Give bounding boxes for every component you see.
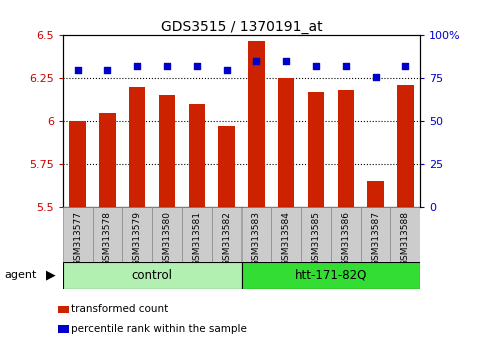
Bar [212, 207, 242, 262]
Text: GSM313586: GSM313586 [341, 211, 350, 267]
Bar [301, 207, 331, 262]
Bar [152, 207, 182, 262]
Point [104, 67, 112, 73]
Bar [182, 207, 212, 262]
Bar [159, 96, 175, 207]
Text: agent: agent [5, 270, 37, 280]
Point [193, 63, 201, 69]
Text: ▶: ▶ [46, 269, 56, 282]
Text: GSM313588: GSM313588 [401, 211, 410, 267]
Bar [278, 78, 294, 207]
Bar [331, 207, 361, 262]
Text: GSM313579: GSM313579 [133, 211, 142, 267]
Point [253, 58, 260, 64]
Bar [63, 207, 93, 262]
Point [223, 67, 230, 73]
Point [74, 67, 82, 73]
Text: control: control [132, 269, 172, 282]
Text: GSM313582: GSM313582 [222, 211, 231, 266]
Text: htt-171-82Q: htt-171-82Q [295, 269, 367, 282]
Bar [70, 121, 86, 207]
Bar [242, 207, 271, 262]
Bar [58, 306, 69, 313]
Bar [122, 207, 152, 262]
Bar [218, 126, 235, 207]
Point [133, 63, 141, 69]
Bar [308, 92, 324, 207]
Text: percentile rank within the sample: percentile rank within the sample [71, 324, 247, 334]
Bar [93, 207, 122, 262]
Text: GSM313578: GSM313578 [103, 211, 112, 267]
Point [372, 74, 380, 79]
Point [342, 63, 350, 69]
Point [401, 63, 409, 69]
Bar [368, 181, 384, 207]
Point [312, 63, 320, 69]
Bar [99, 113, 115, 207]
Bar [58, 325, 69, 333]
Bar [189, 104, 205, 207]
Bar [129, 87, 145, 207]
Bar [248, 41, 265, 207]
Title: GDS3515 / 1370191_at: GDS3515 / 1370191_at [161, 21, 322, 34]
Point [163, 63, 171, 69]
Bar [390, 207, 420, 262]
Bar [361, 207, 390, 262]
Bar [271, 207, 301, 262]
Bar [397, 85, 413, 207]
Bar [242, 262, 420, 289]
Text: GSM313580: GSM313580 [163, 211, 171, 267]
Text: GSM313577: GSM313577 [73, 211, 82, 267]
Text: transformed count: transformed count [71, 304, 169, 314]
Bar [63, 262, 242, 289]
Text: GSM313581: GSM313581 [192, 211, 201, 267]
Point [282, 58, 290, 64]
Text: GSM313583: GSM313583 [252, 211, 261, 267]
Bar [338, 90, 354, 207]
Text: GSM313584: GSM313584 [282, 211, 291, 266]
Text: GSM313585: GSM313585 [312, 211, 320, 267]
Text: GSM313587: GSM313587 [371, 211, 380, 267]
